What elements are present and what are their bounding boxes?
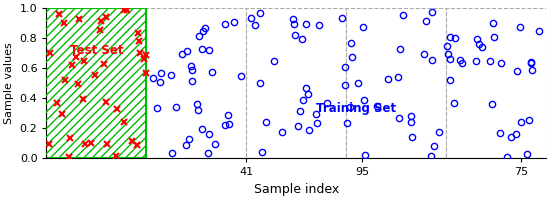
X-axis label: Sample index: Sample index [254,183,339,196]
Bar [246,8,346,158]
Text: Training Set: Training Set [316,102,396,115]
Bar [47,8,146,158]
Text: Test Set: Test Set [70,44,123,57]
Y-axis label: Sample values: Sample values [4,42,14,124]
Bar [47,8,146,158]
Bar [446,8,546,158]
Bar [146,8,246,158]
Bar [346,8,446,158]
